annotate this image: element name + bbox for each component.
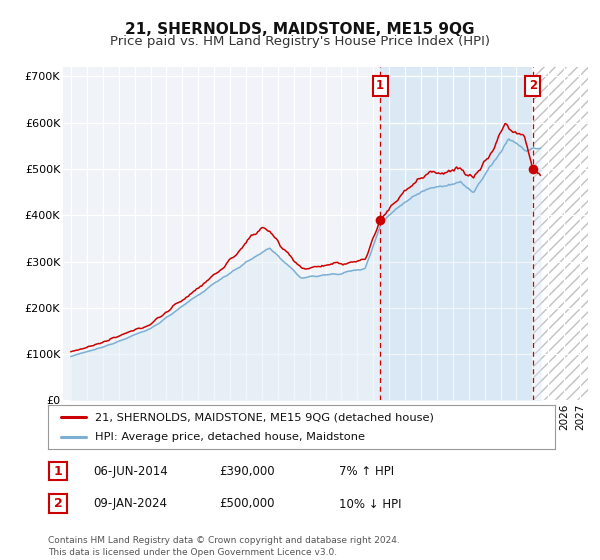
Text: 06-JUN-2014: 06-JUN-2014 [93, 465, 168, 478]
Text: HPI: Average price, detached house, Maidstone: HPI: Average price, detached house, Maid… [95, 432, 365, 442]
Text: 09-JAN-2024: 09-JAN-2024 [93, 497, 167, 511]
Bar [380, 67, 533, 400]
Text: 1: 1 [376, 79, 384, 92]
Text: Contains HM Land Registry data © Crown copyright and database right 2024.
This d: Contains HM Land Registry data © Crown c… [48, 536, 400, 557]
Text: 7% ↑ HPI: 7% ↑ HPI [339, 465, 394, 478]
Text: 2: 2 [529, 79, 537, 92]
Text: Price paid vs. HM Land Registry's House Price Index (HPI): Price paid vs. HM Land Registry's House … [110, 35, 490, 48]
Text: 2: 2 [54, 497, 62, 510]
Text: 1: 1 [54, 465, 62, 478]
Text: 21, SHERNOLDS, MAIDSTONE, ME15 9QG (detached house): 21, SHERNOLDS, MAIDSTONE, ME15 9QG (deta… [95, 412, 434, 422]
Bar [533, 67, 588, 400]
Text: 21, SHERNOLDS, MAIDSTONE, ME15 9QG: 21, SHERNOLDS, MAIDSTONE, ME15 9QG [125, 22, 475, 38]
Bar [533, 67, 588, 400]
Bar [533, 67, 588, 400]
Text: 10% ↓ HPI: 10% ↓ HPI [339, 497, 401, 511]
Text: £390,000: £390,000 [219, 465, 275, 478]
Text: £500,000: £500,000 [219, 497, 275, 511]
